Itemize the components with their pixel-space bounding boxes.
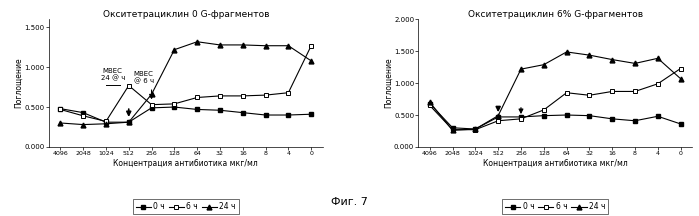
Legend: 0 ч, 6 ч, 24 ч: 0 ч, 6 ч, 24 ч (502, 199, 608, 214)
X-axis label: Концентрация антибиотика мкг/мл: Концентрация антибиотика мкг/мл (113, 159, 258, 168)
X-axis label: Концентрация антибиотика мкг/мл: Концентрация антибиотика мкг/мл (483, 159, 628, 168)
Text: Фиг. 7: Фиг. 7 (331, 197, 368, 207)
Title: Окситетрациклин 0 G-фрагментов: Окситетрациклин 0 G-фрагментов (103, 10, 269, 19)
Text: МВЕС
@ 6 ч: МВЕС @ 6 ч (134, 71, 154, 85)
Title: Окситетрациклин 6% G-фрагментов: Окситетрациклин 6% G-фрагментов (468, 10, 643, 19)
Y-axis label: Поглощение: Поглощение (384, 58, 393, 108)
Y-axis label: Поглощение: Поглощение (14, 58, 23, 108)
Legend: 0 ч, 6 ч, 24 ч: 0 ч, 6 ч, 24 ч (133, 199, 239, 214)
Text: МВЕС
24 @ ч: МВЕС 24 @ ч (101, 68, 125, 82)
